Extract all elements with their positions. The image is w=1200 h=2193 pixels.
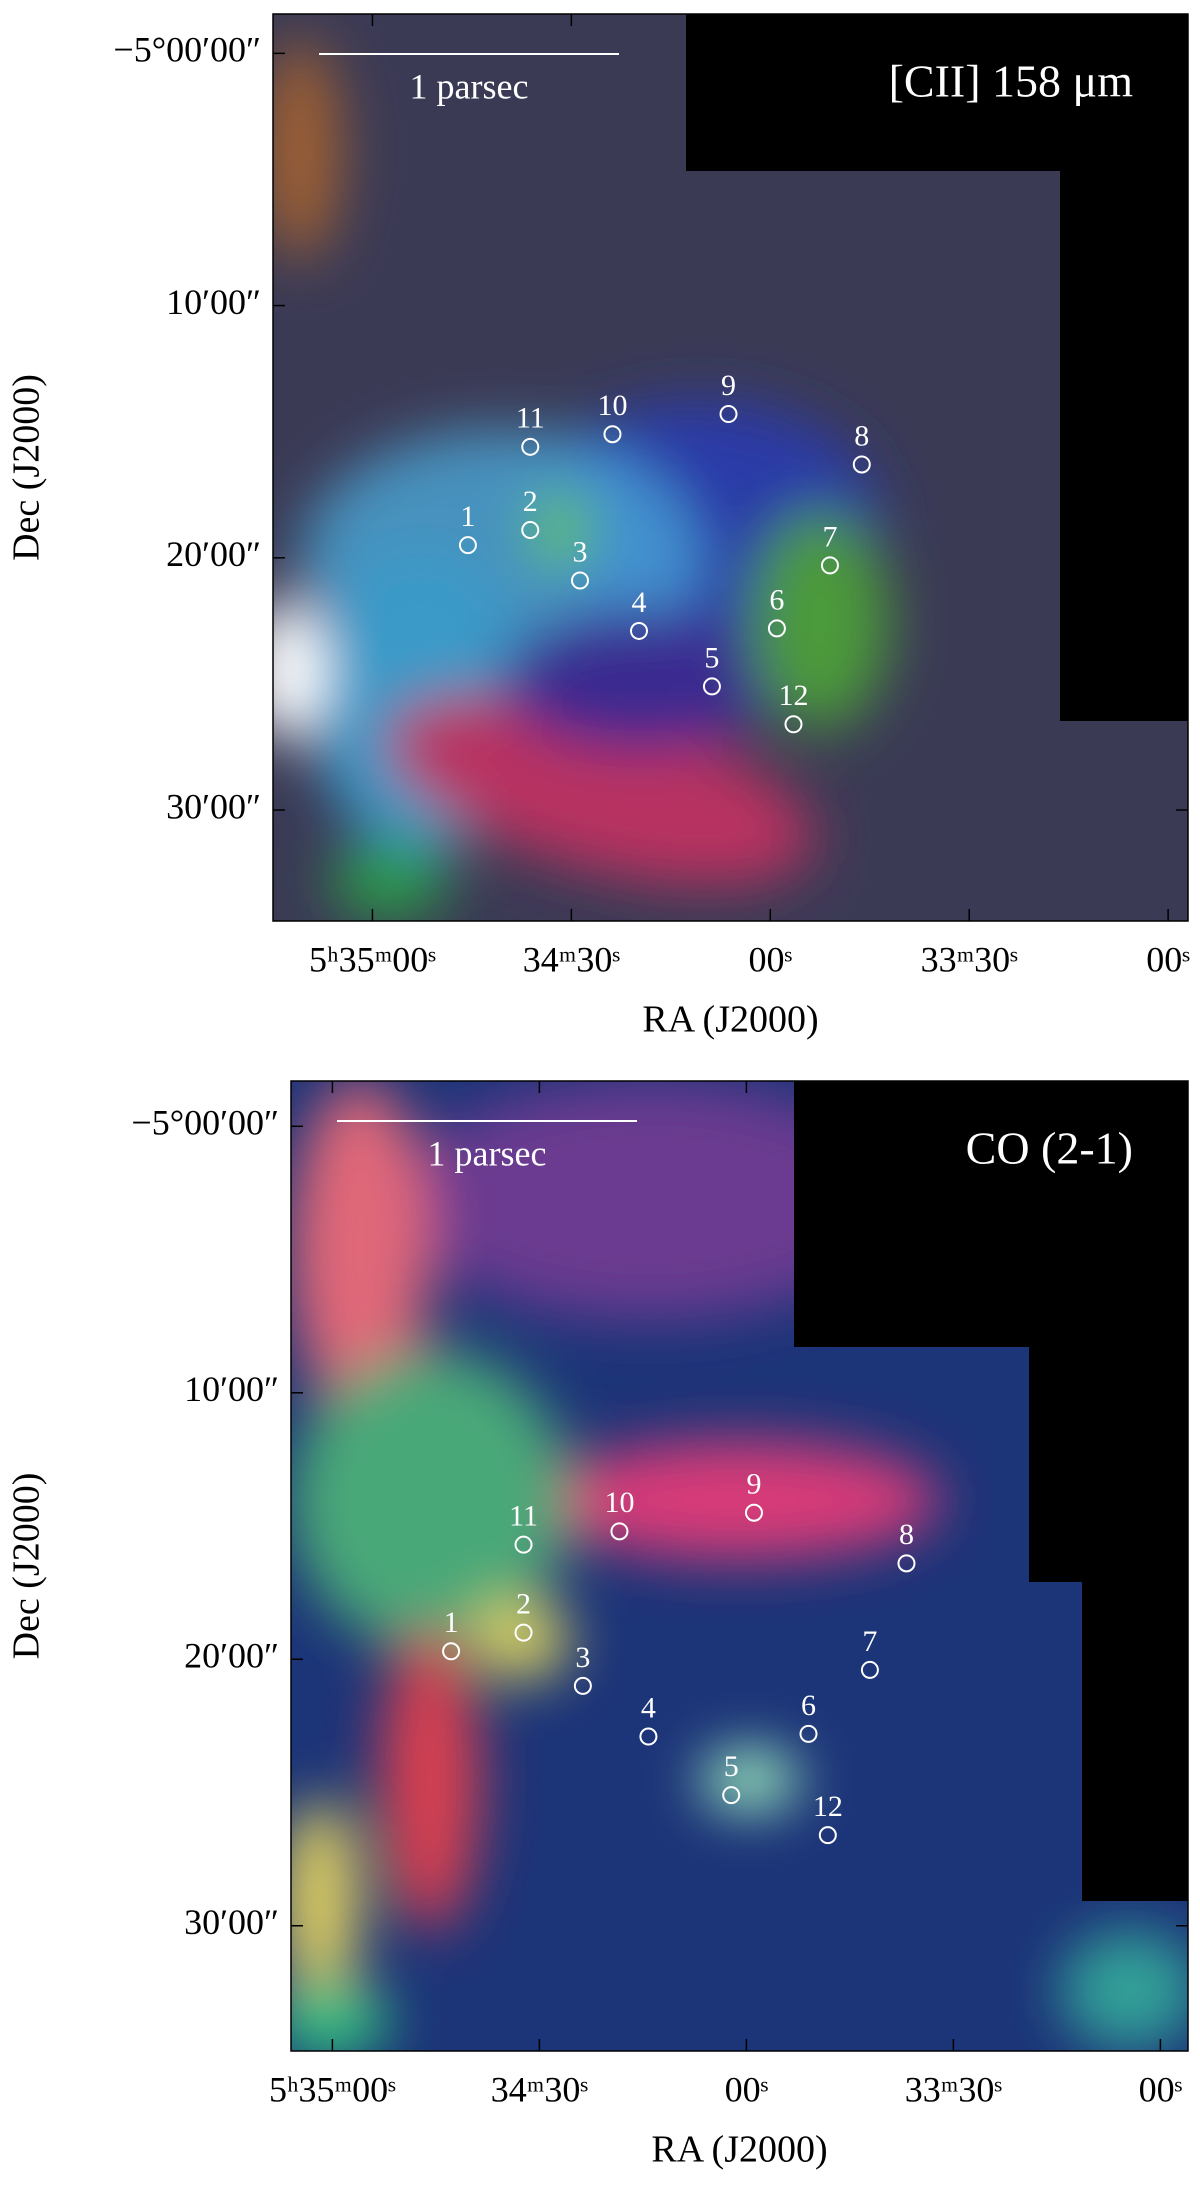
position-label: 2 xyxy=(523,485,538,518)
position-label: 1 xyxy=(444,1606,459,1639)
panel-title: CO (2-1) xyxy=(966,1123,1133,1174)
position-label: 11 xyxy=(516,402,545,435)
position-marker xyxy=(897,1554,916,1573)
position-label: 12 xyxy=(813,1790,843,1823)
x-tick-label: 34ᵐ30ˢ xyxy=(491,2069,589,2109)
position-marker xyxy=(722,1786,741,1805)
position-marker xyxy=(818,1826,837,1845)
position-label: 1 xyxy=(460,500,475,533)
x-tick-label: 33ᵐ30ˢ xyxy=(921,939,1019,979)
x-tick-label: 00ˢ xyxy=(1146,939,1190,979)
position-label: 7 xyxy=(822,520,837,553)
position-label: 3 xyxy=(575,1641,590,1674)
position-label: 3 xyxy=(572,535,587,568)
position-label: 2 xyxy=(516,1588,531,1621)
position-marker xyxy=(702,677,721,696)
panel-title: [CII] 158 μm xyxy=(889,56,1134,107)
y-axis-label: Dec (J2000) xyxy=(6,1473,48,1660)
y-tick-label: 20′00″ xyxy=(166,534,261,574)
position-marker xyxy=(442,1642,461,1661)
position-marker xyxy=(820,556,839,575)
position-marker xyxy=(744,1503,763,1522)
position-label: 11 xyxy=(509,1500,538,1533)
position-label: 7 xyxy=(862,1625,877,1658)
x-tick-label: 00ˢ xyxy=(725,2069,769,2109)
y-tick-label: 10′00″ xyxy=(184,1369,279,1409)
y-tick-label: 30′00″ xyxy=(166,786,261,826)
position-marker xyxy=(630,621,648,640)
y-tick-label: −5°00′00″ xyxy=(113,30,261,70)
position-marker xyxy=(514,1535,533,1554)
position-marker xyxy=(458,536,477,555)
position-label: 5 xyxy=(724,1750,739,1783)
position-marker xyxy=(719,405,738,424)
position-label: 9 xyxy=(746,1468,761,1501)
position-marker xyxy=(521,521,540,540)
position-label: 10 xyxy=(597,389,627,422)
position-marker xyxy=(573,1676,592,1695)
cii-map xyxy=(273,14,1188,921)
x-tick-label: 33ᵐ30ˢ xyxy=(905,2069,1003,2109)
y-tick-label: −5°00′00″ xyxy=(131,1103,279,1143)
position-label: 8 xyxy=(899,1518,914,1551)
x-tick-label: 34ᵐ30ˢ xyxy=(523,939,621,979)
x-tick-label: 5ʰ35ᵐ00ˢ xyxy=(269,2069,396,2109)
position-marker xyxy=(603,425,622,444)
position-marker xyxy=(514,1623,533,1642)
scale-bar-label: 1 parsec xyxy=(410,66,529,106)
position-marker xyxy=(639,1727,658,1746)
y-tick-label: 20′00″ xyxy=(184,1636,279,1676)
position-marker xyxy=(610,1522,629,1541)
position-marker xyxy=(521,437,540,456)
position-label: 8 xyxy=(854,419,869,452)
position-label: 4 xyxy=(632,586,647,619)
position-label: 10 xyxy=(604,1486,634,1519)
x-tick-label: 5ʰ35ᵐ00ˢ xyxy=(309,939,436,979)
position-label: 6 xyxy=(801,1689,816,1722)
plot-frame xyxy=(290,1080,1189,2052)
y-tick-label: 10′00″ xyxy=(166,282,261,322)
position-marker xyxy=(799,1724,818,1743)
x-tick-label: 00ˢ xyxy=(1139,2069,1183,2109)
y-tick-label: 30′00″ xyxy=(184,1902,279,1942)
x-axis-label: RA (J2000) xyxy=(651,2129,827,2171)
position-label: 5 xyxy=(704,641,719,674)
position-label: 9 xyxy=(721,369,736,402)
position-label: 4 xyxy=(641,1691,656,1724)
scale-bar-label: 1 parsec xyxy=(428,1133,547,1173)
position-label: 6 xyxy=(769,583,784,616)
plot-frame xyxy=(272,13,1189,922)
position-marker xyxy=(767,619,786,638)
co-map xyxy=(291,1081,1188,2051)
x-axis-label: RA (J2000) xyxy=(642,999,818,1041)
position-marker xyxy=(860,1660,879,1679)
position-marker xyxy=(570,571,589,590)
position-marker xyxy=(784,715,803,734)
x-tick-label: 00ˢ xyxy=(748,939,792,979)
position-marker xyxy=(852,455,871,474)
position-label: 12 xyxy=(778,679,808,712)
y-axis-label: Dec (J2000) xyxy=(6,374,48,561)
